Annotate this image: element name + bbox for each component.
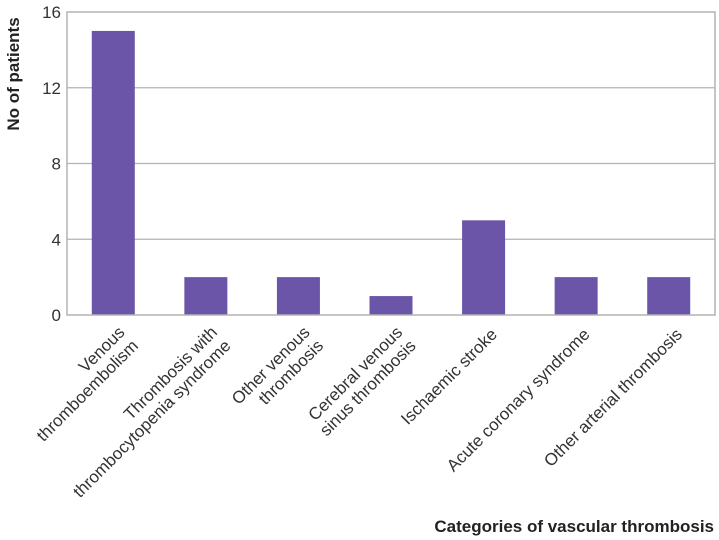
bar [369, 296, 413, 315]
y-axis-title: No of patients [4, 17, 23, 130]
bar [184, 277, 228, 315]
plot-border [66, 11, 716, 316]
bar [554, 277, 598, 315]
bar [91, 30, 135, 315]
bar [462, 220, 506, 315]
x-category-label-line: Ischaemic stroke [397, 325, 501, 429]
bars [91, 30, 691, 315]
bar [647, 277, 691, 315]
y-tick-label: 16 [42, 3, 61, 22]
y-tick-label: 4 [52, 230, 61, 249]
gridlines [67, 87, 715, 240]
x-axis-title: Categories of vascular thrombosis [434, 517, 714, 536]
bar [276, 277, 320, 315]
y-tick-label: 8 [52, 155, 61, 174]
plot-frame [66, 11, 716, 316]
y-axis-ticks: 0 4 8 12 16 [42, 3, 61, 325]
x-category-label: Ischaemic stroke [397, 325, 501, 429]
y-tick-label: 0 [52, 306, 61, 325]
y-tick-label: 12 [42, 79, 61, 98]
